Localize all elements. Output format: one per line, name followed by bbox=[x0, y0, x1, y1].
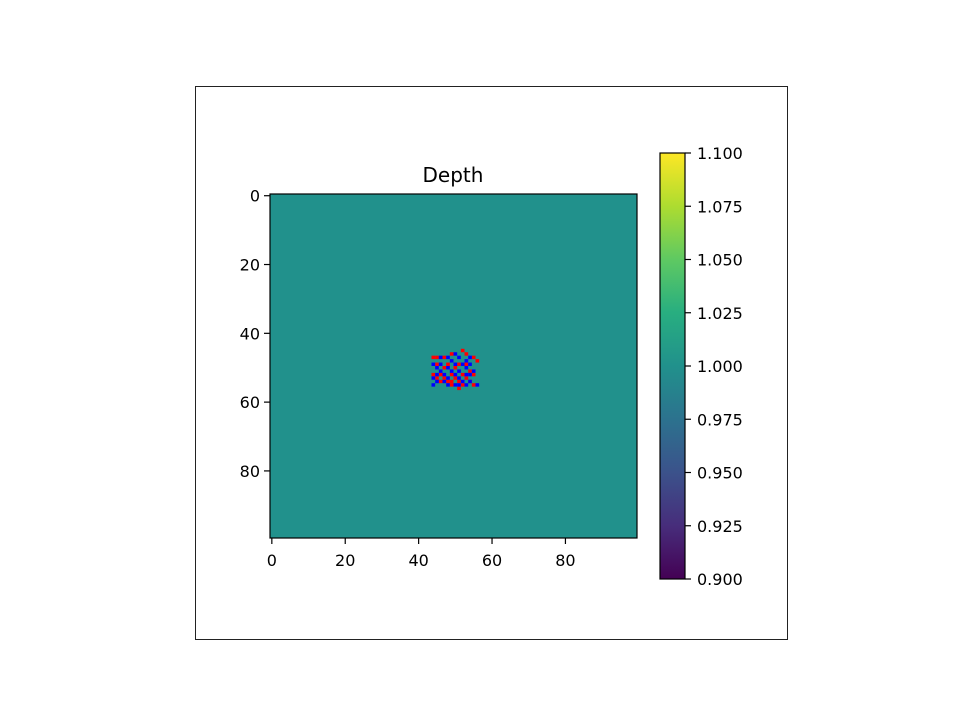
plot-border bbox=[269, 193, 638, 539]
blue-pixel bbox=[438, 369, 443, 373]
x-tick-label: 40 bbox=[408, 551, 428, 570]
red-pixel bbox=[438, 372, 443, 377]
red-pixel bbox=[460, 383, 465, 387]
red-pixel bbox=[449, 352, 454, 356]
blue-pixel bbox=[464, 372, 469, 377]
red-pixel bbox=[449, 379, 454, 384]
colorbar-gradient bbox=[659, 152, 686, 580]
y-tick-label: 80 bbox=[240, 462, 260, 481]
colorbar-tick-label: 0.975 bbox=[697, 410, 743, 429]
blue-pixel bbox=[468, 362, 472, 366]
blue-pixel bbox=[435, 366, 439, 370]
blue-pixel bbox=[468, 372, 472, 377]
colorbar-tick-label: 1.075 bbox=[697, 197, 743, 216]
red-pixel bbox=[471, 383, 476, 387]
red-pixel bbox=[435, 362, 439, 366]
blue-pixel bbox=[464, 366, 469, 370]
chart-title: Depth bbox=[423, 163, 484, 187]
red-pixel bbox=[442, 376, 447, 380]
y-tick-label: 0 bbox=[250, 187, 260, 206]
blue-pixel bbox=[453, 362, 458, 366]
x-tick-label: 60 bbox=[482, 551, 502, 570]
colorbar-tick-label: 0.950 bbox=[697, 464, 743, 483]
red-pixel bbox=[435, 355, 439, 360]
red-pixel bbox=[460, 372, 465, 377]
figure-frame bbox=[195, 86, 788, 640]
colorbar-tick-label: 1.000 bbox=[697, 357, 743, 376]
blue-pixel bbox=[453, 352, 458, 356]
blue-pixel bbox=[431, 383, 436, 387]
blue-pixel bbox=[475, 383, 480, 387]
blue-pixel bbox=[446, 355, 450, 360]
blue-pixel bbox=[457, 355, 461, 360]
red-pixel bbox=[453, 366, 458, 370]
colorbar-tick-label: 1.100 bbox=[697, 144, 743, 163]
blue-pixel bbox=[453, 372, 458, 377]
red-pixel bbox=[475, 359, 480, 363]
blue-pixel bbox=[438, 355, 443, 360]
blue-pixel bbox=[442, 372, 447, 377]
red-pixel bbox=[468, 369, 472, 373]
colorbar-tick-label: 0.925 bbox=[697, 517, 743, 536]
red-pixel bbox=[464, 362, 469, 366]
x-tick-label: 0 bbox=[267, 551, 277, 570]
red-pixel bbox=[431, 372, 436, 377]
blue-pixel bbox=[446, 366, 450, 370]
red-pixel bbox=[431, 355, 436, 360]
red-pixel bbox=[464, 376, 469, 380]
blue-pixel bbox=[435, 379, 439, 384]
colorbar-tick-label: 1.050 bbox=[697, 251, 743, 270]
red-pixel bbox=[449, 372, 454, 377]
blue-pixel bbox=[446, 376, 450, 380]
red-pixel bbox=[460, 348, 465, 353]
blue-pixel bbox=[468, 379, 472, 384]
red-pixel bbox=[446, 362, 450, 366]
red-pixel bbox=[438, 379, 443, 384]
x-tick-label: 20 bbox=[335, 551, 355, 570]
heatmap-area bbox=[269, 193, 638, 539]
red-pixel bbox=[471, 355, 476, 360]
y-axis: 0 20 40 60 80 bbox=[240, 187, 270, 481]
red-pixel bbox=[457, 379, 461, 384]
blue-pixel bbox=[457, 383, 461, 387]
blue-pixel bbox=[460, 362, 465, 366]
red-pixel bbox=[442, 355, 447, 360]
red-pixel bbox=[457, 386, 461, 391]
blue-pixel bbox=[464, 383, 469, 387]
red-pixel bbox=[471, 372, 476, 377]
blue-pixel bbox=[442, 379, 447, 384]
red-pixel bbox=[453, 376, 458, 380]
red-pixel bbox=[449, 383, 454, 387]
blue-pixel bbox=[449, 359, 454, 363]
blue-pixel bbox=[464, 359, 469, 363]
blue-pixel bbox=[438, 362, 443, 366]
red-pixel bbox=[442, 366, 447, 370]
blue-pixel bbox=[431, 376, 436, 380]
blue-pixel bbox=[471, 369, 476, 373]
red-pixel bbox=[457, 362, 461, 366]
blue-pixel bbox=[453, 383, 458, 387]
colorbar: 0.900 0.925 0.950 0.975 1.000 1.025 1.050 1.075… bbox=[659, 144, 743, 589]
colorbar-tick-label: 1.025 bbox=[697, 304, 743, 323]
y-tick-label: 40 bbox=[240, 324, 260, 343]
red-pixel bbox=[464, 352, 469, 356]
red-pixel bbox=[435, 376, 439, 380]
red-pixel bbox=[446, 379, 450, 384]
blue-pixel bbox=[460, 379, 465, 384]
blue-pixel bbox=[435, 372, 439, 377]
y-tick-label: 20 bbox=[240, 256, 260, 275]
blue-pixel bbox=[446, 383, 450, 387]
blue-pixel bbox=[431, 362, 436, 366]
x-axis: 0 20 40 60 80 bbox=[267, 538, 576, 570]
y-tick-label: 60 bbox=[240, 393, 260, 412]
x-tick-label: 80 bbox=[555, 551, 575, 570]
colorbar-tick-label: 0.900 bbox=[697, 570, 743, 589]
blue-pixel bbox=[449, 369, 454, 373]
blue-pixel bbox=[457, 376, 461, 380]
blue-pixel bbox=[457, 369, 461, 373]
blue-pixel bbox=[468, 355, 472, 360]
